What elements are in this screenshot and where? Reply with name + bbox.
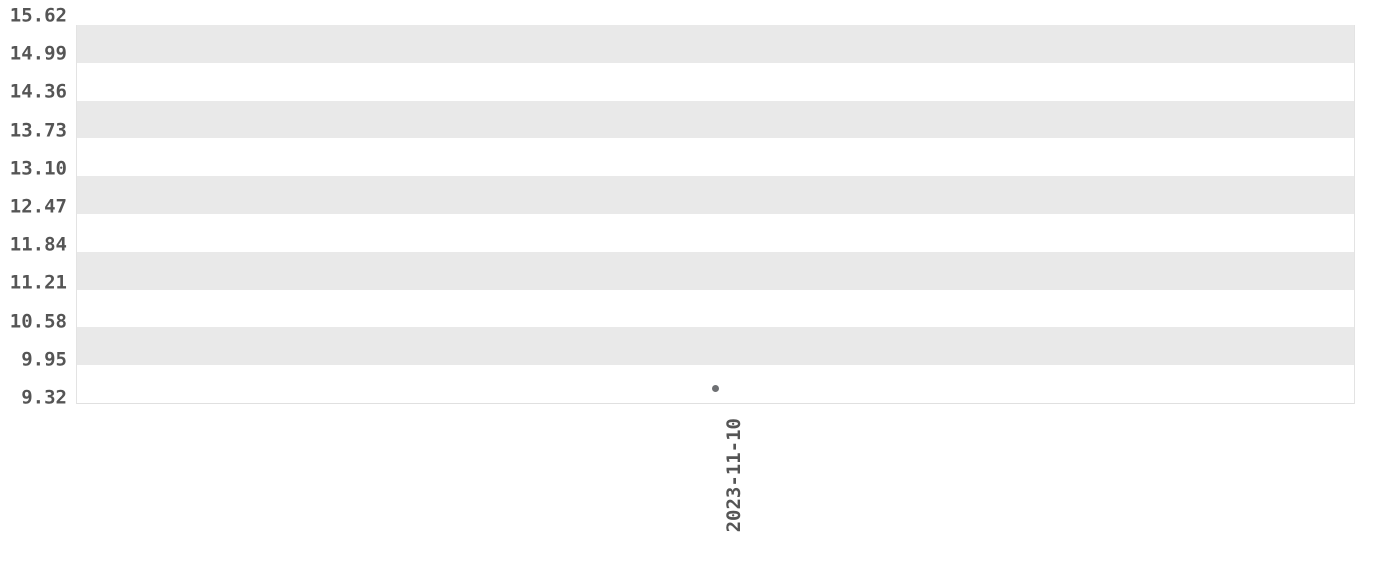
x-tick-label: 2023-11-10 (722, 418, 745, 533)
y-tick-label: 11.21 (9, 271, 67, 294)
y-tick-label: 13.10 (9, 157, 67, 180)
y-tick-label: 13.73 (9, 119, 67, 142)
grid-band (77, 176, 1354, 214)
gridline-bands (77, 25, 1354, 403)
y-tick-label: 14.99 (9, 42, 67, 65)
data-point[interactable] (712, 385, 719, 393)
x-axis: 2023-11-10 (76, 403, 1353, 580)
grid-band (77, 251, 1354, 290)
grid-band (77, 25, 1354, 63)
y-tick-label: 10.58 (9, 310, 67, 333)
grid-band (77, 100, 1354, 139)
grid-band (77, 327, 1354, 366)
plot-area (76, 25, 1355, 404)
y-tick-label: 12.47 (9, 195, 67, 218)
y-tick-label: 11.84 (9, 233, 67, 256)
y-tick-label: 9.32 (21, 386, 67, 409)
data-point-layer (77, 25, 1354, 403)
y-axis: 15.62 14.99 14.36 13.73 13.10 12.47 11.84 11.21… (0, 0, 76, 580)
y-tick-label: 9.95 (21, 348, 67, 371)
y-tick-label: 15.62 (9, 4, 67, 27)
y-tick-label: 14.36 (9, 80, 67, 103)
